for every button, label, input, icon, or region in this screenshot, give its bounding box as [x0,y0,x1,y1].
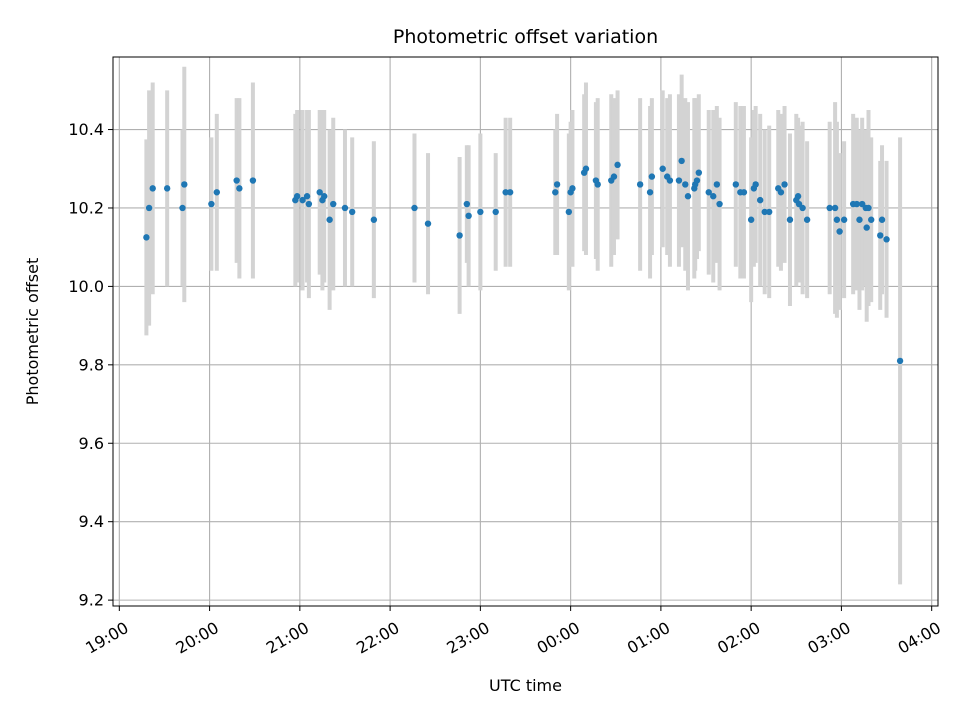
data-point [868,216,875,223]
data-point [145,204,153,212]
x-axis-title: UTC time [489,676,562,695]
y-axis-title: Photometric offset [23,258,42,406]
data-point [208,200,215,208]
data-point [695,169,703,176]
y-tick-label: 10.0 [68,277,104,296]
data-point [456,232,463,239]
data-point [143,234,150,241]
data-point [682,181,689,188]
data-point [463,200,471,208]
data-point [732,181,740,188]
y-tick-label: 9.2 [79,591,104,610]
data-point [781,181,788,188]
data-point [565,208,573,216]
data-point [330,200,337,208]
y-axis: 9.2 9.4 9.6 9.8 10.0 10.2 10.4 [68,120,113,610]
data-point [840,216,848,223]
data-point [492,208,499,216]
data-point [684,193,692,200]
data-point [836,228,843,235]
data-point [675,177,683,184]
data-point [648,173,656,180]
data-point [826,204,833,212]
data-point [761,208,768,216]
y-tick-label: 10.2 [68,198,104,217]
data-point [316,189,323,196]
data-point [678,157,685,165]
data-point [233,177,240,184]
data-point [833,216,841,223]
data-point [878,216,886,223]
data-point [799,204,806,212]
data-points [143,157,904,365]
y-tick-label: 10.4 [68,120,104,139]
data-point [179,204,186,212]
data-point [877,232,884,239]
data-point [614,161,621,169]
y-tick-label: 9.8 [79,355,104,374]
data-point [666,177,674,184]
data-point [348,208,356,216]
data-point [865,204,872,212]
data-point [249,177,257,184]
data-point [477,208,484,216]
data-point [326,216,333,223]
data-point [299,196,306,204]
data-point [883,236,890,243]
data-point [236,185,243,192]
chart-title: Photometric offset variation [393,26,658,48]
data-point [552,189,559,196]
data-point [553,181,561,188]
data-point [465,212,472,220]
data-point [181,181,188,188]
data-point [853,200,860,208]
y-tick-label: 9.4 [79,512,104,531]
data-point [705,189,712,196]
y-tick-label: 9.6 [79,434,104,453]
data-point [341,204,349,212]
data-point [693,177,701,184]
data-point [646,189,654,196]
data-point [149,185,156,192]
data-point [752,181,759,188]
data-point [502,189,509,196]
data-point [305,200,313,208]
axes-frame [112,56,939,607]
data-point [411,204,418,212]
data-point [582,165,590,172]
data-point [896,357,904,365]
data-point [163,185,171,192]
data-point [506,189,514,196]
data-point [831,204,839,212]
data-point [636,181,644,188]
data-point [856,216,863,223]
data-point [659,165,666,172]
data-point [610,173,618,180]
data-point [594,181,601,188]
data-point [766,208,773,216]
data-point [569,185,576,192]
data-point [213,189,221,196]
data-point [716,200,723,208]
data-point [710,193,717,200]
data-point [713,181,721,188]
data-point [370,216,378,223]
data-point [293,193,301,200]
data-point [756,196,764,204]
data-point [747,216,755,223]
data-point [777,189,785,196]
data-point [321,193,328,200]
data-point [303,193,311,200]
data-point [803,216,811,223]
data-point [740,189,748,196]
data-point [863,224,870,231]
data-point [794,193,802,200]
data-point [424,220,432,227]
data-point [786,216,794,223]
